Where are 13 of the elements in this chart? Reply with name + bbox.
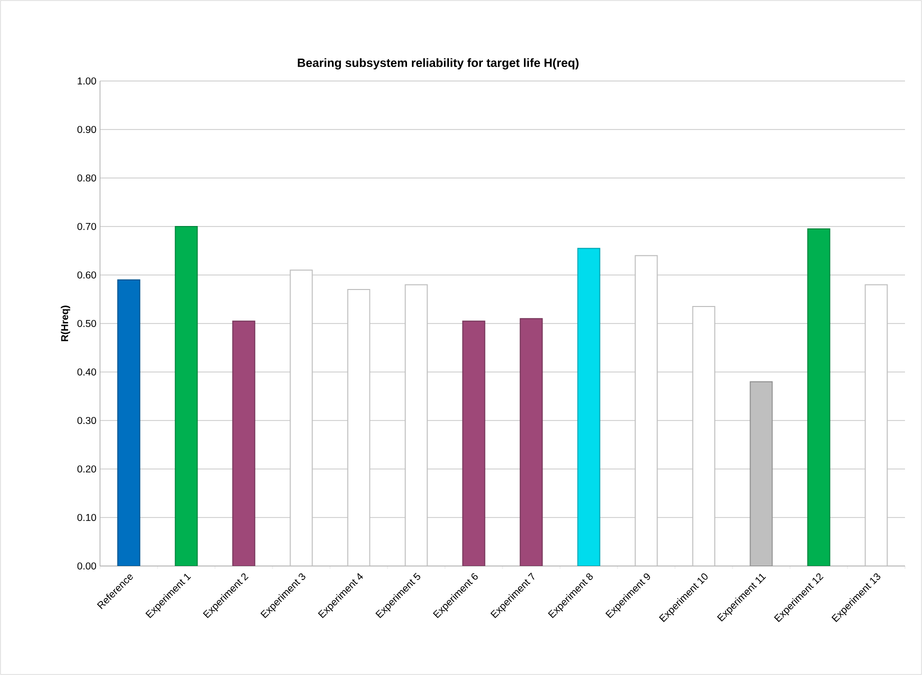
y-tick-label: 0.20 [77, 465, 96, 473]
y-tick-label: 0.80 [77, 174, 96, 182]
y-tick-label: 0.50 [77, 320, 96, 328]
y-tick-label: 0.30 [77, 416, 96, 424]
y-tick-label: 0.00 [77, 562, 96, 570]
y-tick-label: 0.10 [77, 514, 96, 522]
y-tick-label: 1.00 [78, 77, 96, 85]
y-tick-label: 0.70 [77, 222, 96, 230]
y-axis-title: R(Hreq) [60, 306, 70, 342]
y-tick-label: 0.90 [77, 126, 96, 134]
y-tick-label: 0.60 [77, 271, 96, 279]
chart-title: Bearing subsystem reliability for target life H(req) [298, 58, 579, 70]
y-tick-label: 0.40 [77, 368, 96, 376]
